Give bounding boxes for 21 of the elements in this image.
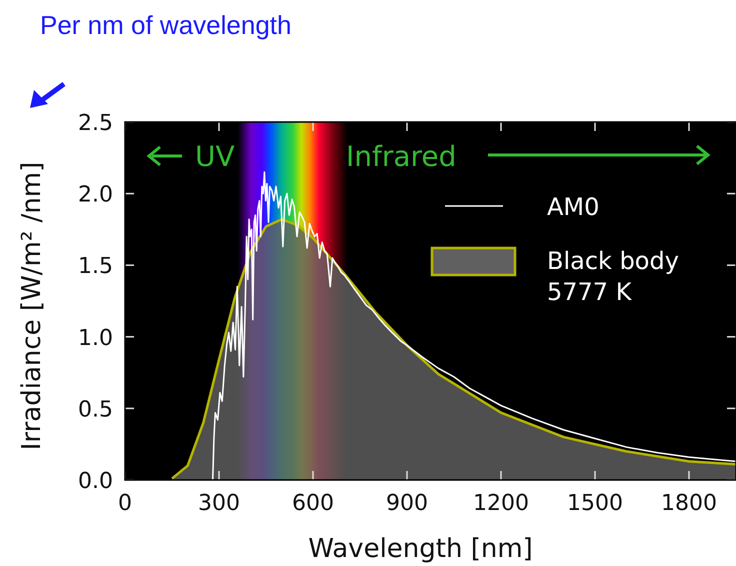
annotation: Infrared bbox=[346, 140, 456, 173]
x-tick-label: 1800 bbox=[661, 491, 717, 516]
y-tick-label: 1.5 bbox=[78, 254, 113, 280]
line-series bbox=[212, 171, 736, 480]
x-tick-label: 1200 bbox=[473, 491, 529, 516]
x-tick-label: 1500 bbox=[567, 491, 623, 516]
legend-label: AM0 bbox=[547, 193, 600, 221]
x-axis-title: Wavelength [nm] bbox=[308, 534, 533, 564]
y-tick-label: 0.0 bbox=[78, 469, 113, 494]
y-tick-label: 2.5 bbox=[78, 111, 113, 136]
annotation: UV bbox=[195, 140, 235, 173]
chart-title: Per nm of wavelength bbox=[40, 10, 292, 40]
y-tick-label: 2.0 bbox=[78, 182, 113, 208]
x-tick-label: 300 bbox=[198, 491, 240, 516]
y-tick-label: 1.0 bbox=[78, 326, 113, 351]
x-tick-label: 900 bbox=[386, 491, 428, 516]
y-axis-title: Irradiance [W/m² /nm] bbox=[17, 162, 47, 450]
x-tick-label: 600 bbox=[292, 491, 334, 516]
y-tick-label: 0.5 bbox=[78, 397, 113, 422]
x-tick-label: 0 bbox=[118, 491, 132, 516]
legend-label: Black body 5777 K bbox=[547, 247, 679, 306]
